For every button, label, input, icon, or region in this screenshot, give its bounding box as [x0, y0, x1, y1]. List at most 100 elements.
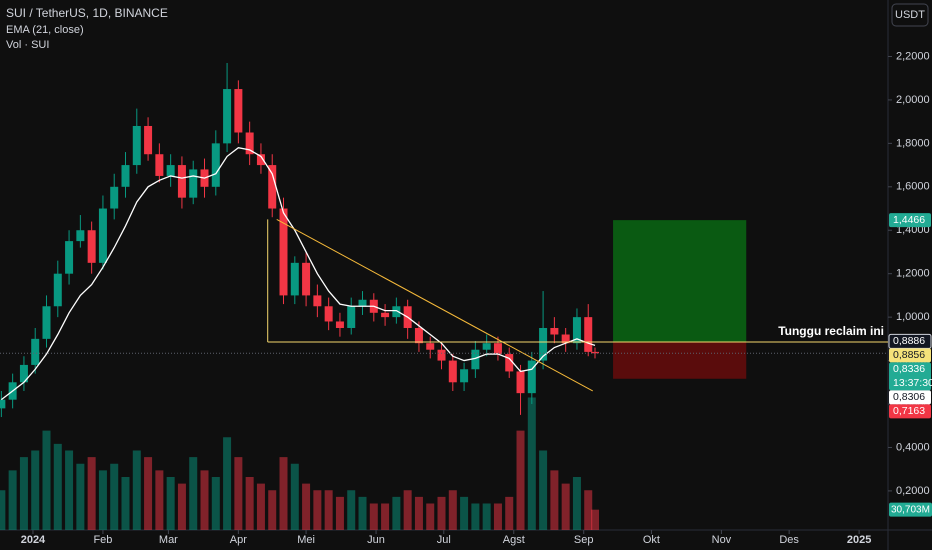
- candle-body: [223, 89, 232, 144]
- candle-body: [290, 262, 299, 296]
- candle-body: [437, 349, 446, 361]
- trend-line: [276, 218, 593, 392]
- y-tick-label: 1,4000: [896, 224, 930, 236]
- candle-body: [572, 317, 581, 344]
- volume-bar: [110, 463, 119, 530]
- candle-body: [539, 327, 548, 361]
- volume-bar: [539, 450, 548, 530]
- x-tick-label: Jun: [367, 534, 385, 546]
- candle-body: [302, 262, 311, 296]
- volume-bar: [426, 503, 435, 530]
- candle-body: [245, 132, 254, 155]
- volume-bar: [19, 457, 28, 530]
- candle-body: [53, 273, 62, 307]
- volume-bar: [200, 470, 209, 530]
- price-badge-label: 0,7163: [893, 405, 925, 417]
- volume-bar: [302, 483, 311, 530]
- volume-bar: [392, 496, 401, 530]
- price-badge: [889, 390, 931, 405]
- price-badge: [889, 362, 931, 391]
- volume-bar: [591, 509, 600, 530]
- price-badge-label: 0,8336: [893, 363, 925, 375]
- annotation: Tunggu reclaim ini: [778, 324, 884, 338]
- x-tick-label: Okt: [643, 534, 660, 546]
- price-badge-label: 0,8886: [893, 335, 925, 347]
- volume-bar: [155, 470, 164, 530]
- volume-bar: [460, 496, 469, 530]
- x-tick-label: Des: [779, 534, 799, 546]
- volume-bar: [358, 496, 367, 530]
- volume-bar: [550, 470, 559, 530]
- candle-body: [381, 312, 390, 318]
- volume-bar: [42, 430, 51, 530]
- volume-bar: [437, 496, 446, 530]
- stop-zone: [613, 341, 747, 379]
- volume-label: Vol · SUI: [6, 39, 49, 51]
- volume-bar: [189, 457, 198, 530]
- volume-bar: [347, 490, 356, 530]
- y-tick-label: 1,8000: [896, 137, 930, 149]
- y-tick-label: 1,2000: [896, 268, 930, 280]
- volume-bar: [8, 470, 17, 530]
- candle-body: [527, 360, 536, 394]
- candle-body: [65, 241, 74, 274]
- x-tick-label: Jul: [437, 534, 451, 546]
- candle-body: [493, 343, 502, 355]
- volume-bar: [324, 490, 333, 530]
- volume-bar: [471, 503, 480, 530]
- y-tick-label: 0,4000: [896, 441, 930, 453]
- volume-bar: [121, 477, 130, 530]
- y-tick-label: 2,0000: [896, 94, 930, 106]
- volume-bar: [584, 490, 593, 530]
- candle-body: [31, 338, 40, 365]
- y-tick-label: 2,2000: [896, 50, 930, 62]
- currency-button[interactable]: [891, 3, 929, 27]
- currency[interactable]: USDT: [895, 9, 925, 21]
- volume-bar: [31, 450, 40, 530]
- candle-body: [0, 399, 6, 409]
- candle-body: [414, 327, 423, 344]
- candle-body: [98, 208, 107, 263]
- volume-bar: [313, 490, 322, 530]
- volume-badge: [889, 502, 932, 517]
- candle-body: [87, 230, 96, 263]
- candle-body: [460, 369, 469, 383]
- candle-body: [256, 154, 265, 166]
- volume-bar: [256, 483, 265, 530]
- candle-body: [234, 89, 243, 133]
- candle-body: [132, 125, 141, 166]
- x-tick-label: 2024: [21, 534, 46, 546]
- ema-line: [0, 147, 596, 401]
- volume-bar: [234, 457, 243, 530]
- volume-bar: [98, 470, 107, 530]
- volume-bar: [369, 503, 378, 530]
- price-badge-label: 1,4466: [893, 214, 925, 226]
- candle-body: [482, 343, 491, 350]
- candle-body: [471, 349, 480, 370]
- volume-bar: [561, 483, 570, 530]
- candle-body: [189, 169, 198, 198]
- volume-bar: [177, 483, 186, 530]
- x-tick-label: Feb: [93, 534, 112, 546]
- countdown: 13:37:30: [893, 377, 932, 389]
- candle-body: [324, 306, 333, 322]
- candle-body: [42, 306, 51, 339]
- y-tick-label: 1,0000: [896, 311, 930, 323]
- volume-bar: [76, 463, 85, 530]
- candle-body: [155, 154, 164, 176]
- volume-bar: [290, 463, 299, 530]
- volume-badge-label: 30,703M: [891, 504, 930, 515]
- candle-body: [347, 306, 356, 328]
- candle-body: [516, 371, 525, 394]
- volume-bar: [381, 503, 390, 530]
- volume-bar: [279, 457, 288, 530]
- target-zone: [613, 220, 747, 342]
- x-tick-label: Mar: [159, 534, 178, 546]
- x-tick-label: Agst: [503, 534, 525, 546]
- price-badge: [889, 404, 931, 419]
- candle-body: [335, 321, 344, 328]
- volume-bar: [53, 443, 62, 530]
